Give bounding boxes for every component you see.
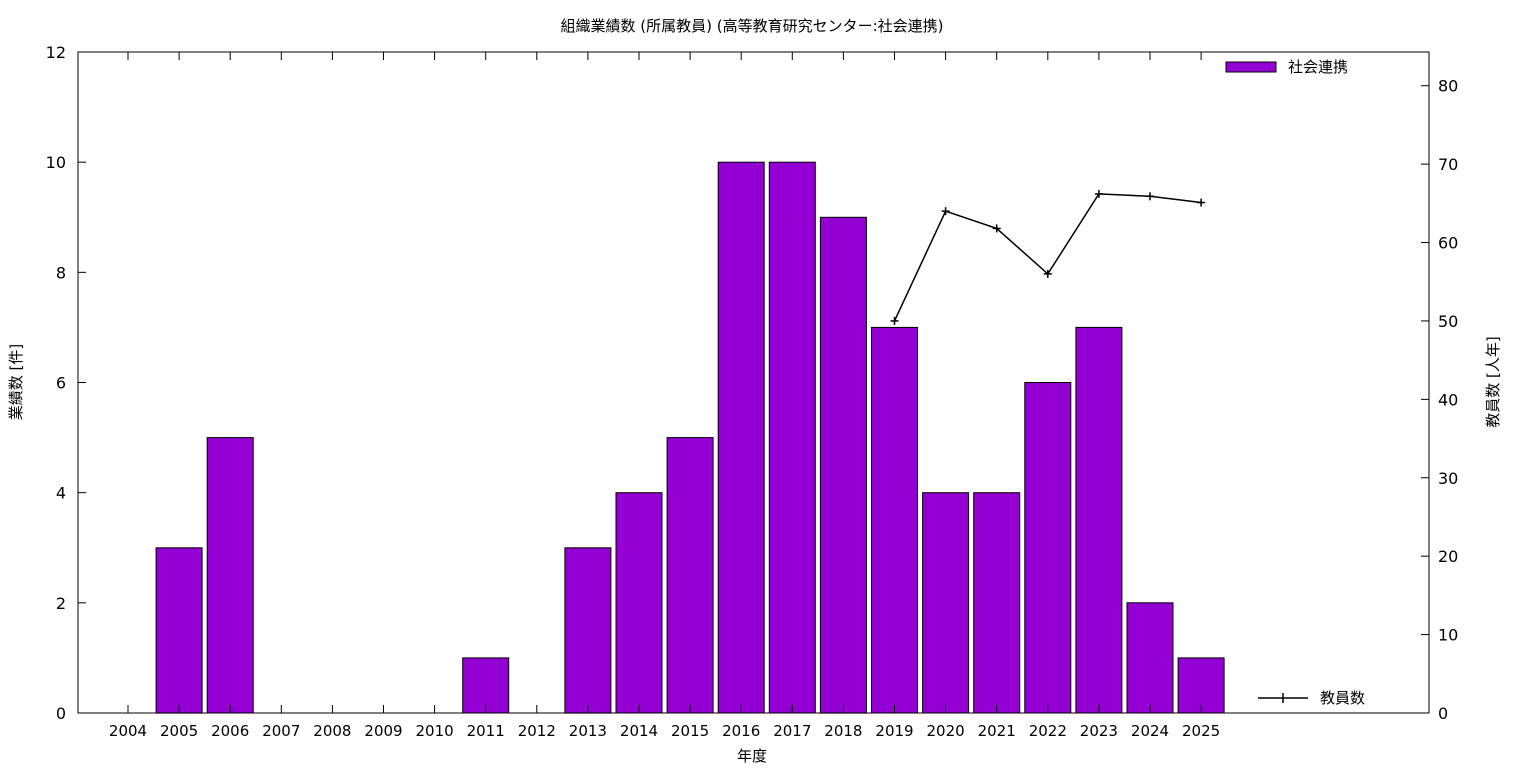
line-point-2021 [992,224,1001,233]
bar-2024 [1126,602,1174,714]
line-point-2024 [1146,192,1154,201]
bar-2021 [973,492,1021,714]
y-tick-label: 0 [56,704,66,723]
y2-tick-label: 10 [1438,626,1458,645]
bar-2020 [922,492,970,714]
x-tick-label: 2010 [416,722,454,740]
x-tick-label: 2005 [160,722,198,740]
y-tick-label: 6 [56,374,66,393]
y-tick-label: 2 [56,594,66,613]
bar-2006 [206,437,254,714]
x-tick-label: 2016 [722,722,760,740]
y-tick-label: 12 [46,43,66,62]
x-tick-label: 2009 [364,722,402,740]
bar-2014 [615,492,663,714]
bar-2011 [462,657,510,714]
line-series [890,189,1206,325]
y2-tick-label: 60 [1438,234,1458,253]
x-tick-label: 2023 [1080,722,1118,740]
x-tick-label: 2008 [313,722,351,740]
x-tick-label: 2014 [620,722,658,740]
x-tick-label: 2004 [109,722,147,740]
x-tick-label: 2013 [569,722,607,740]
x-tick-label: 2007 [262,722,300,740]
x-tick-label: 2020 [927,722,965,740]
y2-tick-label: 50 [1438,312,1458,331]
x-tick-label: 2019 [875,722,913,740]
axis-ticks: 2004 2005 2006 2007 2008 2009 2010 2011 2012 2013… [46,43,1459,740]
y-tick-label: 10 [46,153,66,172]
legend-bars: 社会連携 [1225,58,1348,76]
bar-2022 [1024,382,1072,714]
bar-2025 [1177,657,1225,714]
bar-2019 [871,326,918,714]
y-axis-label: 業績数 [件] [7,344,25,420]
line-point-2020 [941,207,950,216]
x-tick-label: 2021 [978,722,1016,740]
y2-tick-label: 20 [1438,547,1458,566]
legend-bar-label: 社会連携 [1288,58,1348,76]
bar-2018 [819,216,867,714]
line-point-2025 [1197,198,1206,207]
chart-title: 組織業績数 (所属教員) (高等教育研究センター:社会連携) [560,17,943,35]
y2-tick-label: 40 [1438,390,1458,409]
legend-bar-swatch [1225,61,1277,73]
bar-2015 [666,437,714,714]
legend-line: 教員数 [1258,689,1365,707]
x-axis-label: 年度 [737,747,767,765]
x-tick-label: 2017 [773,722,811,740]
line-point-2019 [890,316,899,325]
line-point-2022 [1043,269,1052,278]
y-tick-label: 8 [56,263,66,282]
x-tick-label: 2015 [671,722,709,740]
bar-2023 [1075,326,1123,714]
y2-axis-label: 教員数 [人年] [1484,336,1502,427]
y2-tick-label: 0 [1438,704,1448,723]
bar-2017 [768,161,816,714]
y2-tick-label: 70 [1438,155,1458,174]
legend-line-label: 教員数 [1320,689,1365,707]
bar-2016 [717,161,765,714]
x-tick-label: 2006 [211,722,249,740]
bar-2005 [155,547,203,714]
y-tick-label: 4 [56,484,66,503]
y2-tick-label: 30 [1438,469,1458,488]
x-tick-label: 2018 [824,722,862,740]
x-tick-label: 2022 [1029,722,1067,740]
plot-frame [77,51,1430,714]
bar-2013 [564,547,612,714]
y2-tick-label: 80 [1438,77,1458,96]
x-tick-label: 2011 [467,722,505,740]
bar-series [155,161,1225,714]
x-tick-label: 2024 [1131,722,1169,740]
line-teachers [893,193,1202,322]
line-point-2023 [1094,189,1103,198]
x-tick-label: 2012 [518,722,556,740]
x-tick-label: 2025 [1182,722,1220,740]
